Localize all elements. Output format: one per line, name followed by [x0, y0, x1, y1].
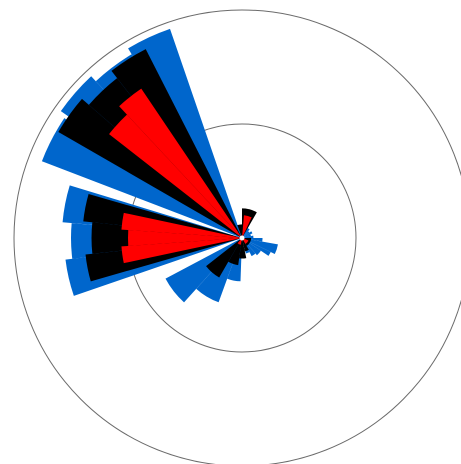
series-1-wedge-17 — [242, 235, 254, 238]
series-2-wedge-14 — [237, 224, 242, 238]
series-1-wedge-15 — [242, 238, 278, 254]
series-2-wedge-7 — [206, 238, 242, 278]
series-2-wedge-10 — [242, 238, 249, 252]
series-2-wedge-4 — [83, 194, 243, 238]
grid-ring-2 — [13, 9, 461, 464]
series-3 — [109, 88, 252, 264]
series-layer — [41, 28, 278, 303]
series-3-wedge-2 — [109, 114, 242, 238]
series-3-wedge-3 — [121, 212, 242, 238]
series-3-wedge-5 — [121, 238, 242, 264]
series-2-wedge-3 — [58, 98, 243, 238]
series-2-wedge-8 — [228, 238, 242, 266]
series-2-wedge-9 — [239, 238, 247, 259]
center-marker — [239, 235, 245, 241]
series-3-wedge-6 — [242, 215, 252, 238]
series-1-wedge-19 — [242, 231, 253, 238]
series-1-wedge-7 — [65, 238, 243, 296]
series-2-wedge-6 — [85, 238, 242, 282]
series-1-wedge-20 — [242, 231, 250, 238]
center-dot — [239, 235, 245, 241]
series-1-wedge-21 — [242, 228, 250, 238]
series-3-wedge-1 — [119, 88, 242, 238]
series-3-wedge-4 — [128, 230, 242, 246]
